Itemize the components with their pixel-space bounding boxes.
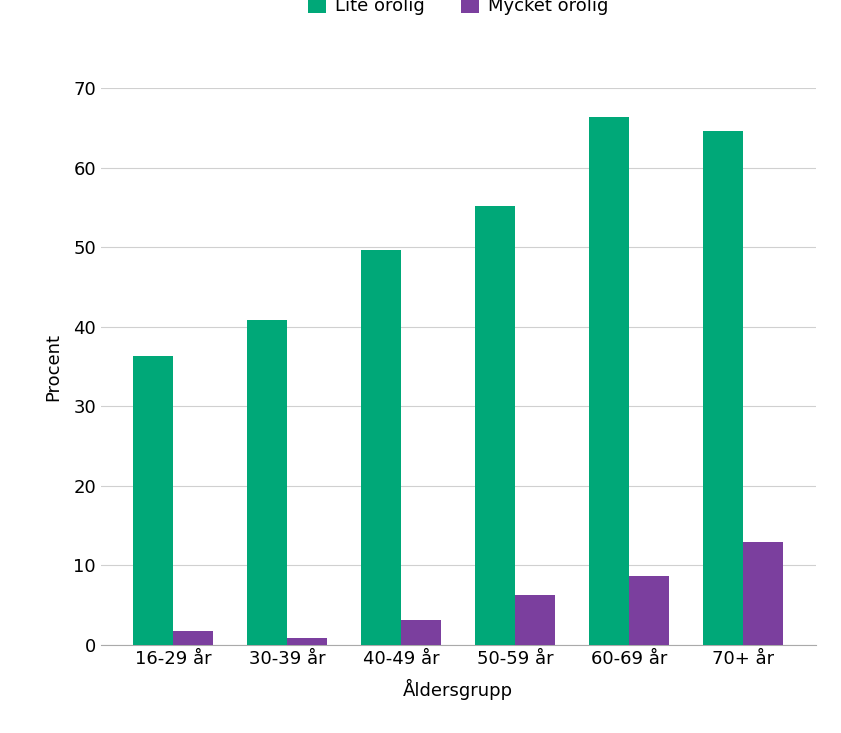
- X-axis label: Åldersgrupp: Åldersgrupp: [404, 679, 513, 700]
- Bar: [590, 117, 629, 645]
- Legend: Lite orolig, Mycket orolig: Lite orolig, Mycket orolig: [308, 0, 609, 15]
- Bar: [173, 630, 214, 645]
- Bar: [703, 131, 743, 645]
- Bar: [362, 249, 401, 645]
- Bar: [288, 638, 327, 645]
- Y-axis label: Procent: Procent: [45, 333, 62, 400]
- Bar: [247, 320, 288, 645]
- Bar: [629, 576, 669, 645]
- Bar: [516, 595, 555, 645]
- Bar: [475, 206, 516, 645]
- Bar: [134, 356, 173, 645]
- Bar: [401, 619, 442, 645]
- Bar: [743, 542, 783, 645]
